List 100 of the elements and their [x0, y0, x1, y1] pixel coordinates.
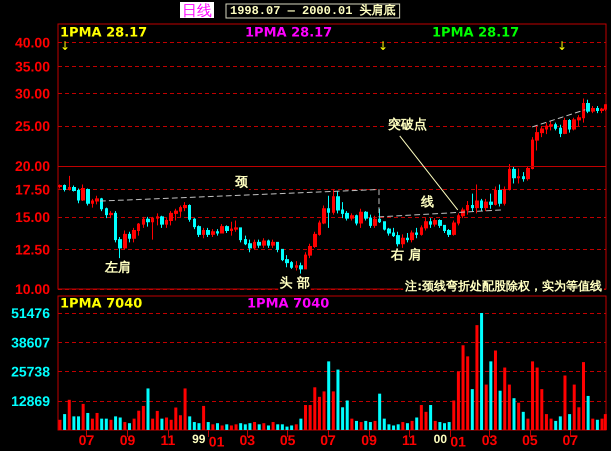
candlestick [586, 99, 590, 114]
candlestick [295, 260, 298, 271]
y-tick-label: 35.00 [14, 58, 50, 74]
candlestick [336, 191, 340, 214]
x-tick-label: 09 [120, 432, 136, 448]
annotation: 1PMA 7040 [60, 296, 142, 312]
candlestick [359, 208, 363, 228]
bar [563, 375, 566, 430]
candlestick [471, 193, 474, 212]
bar [123, 422, 126, 430]
candlestick [596, 105, 599, 114]
candlestick [160, 215, 164, 228]
candlestick [188, 204, 191, 222]
candlestick [327, 195, 330, 228]
x-tick-label: 07 [320, 432, 336, 448]
candlestick [554, 122, 557, 131]
candlestick [591, 105, 595, 114]
candlestick [109, 210, 113, 219]
candlestick [522, 172, 525, 182]
y-tick-label: 25738 [11, 364, 50, 380]
bar [100, 418, 104, 430]
candlestick [410, 230, 414, 243]
candlestick [86, 188, 90, 206]
candlestick [517, 168, 520, 184]
candlestick [95, 195, 99, 205]
y-tick-label: 25.00 [14, 118, 50, 134]
x-tick-label: 09 [361, 432, 378, 448]
bar [253, 422, 256, 430]
candlestick [406, 232, 409, 243]
annotation: 突破点 [387, 116, 428, 132]
candlestick [202, 227, 205, 239]
candlestick [494, 186, 497, 206]
y-tick-label: 30.00 [14, 86, 50, 102]
candlestick [475, 184, 479, 214]
x-tick-label: 00 01 [434, 432, 466, 450]
bar [596, 420, 599, 430]
y-tick-label: 40.00 [14, 34, 50, 51]
y-tick-label: 51476 [11, 305, 50, 322]
candlestick [355, 214, 358, 226]
chart-title: 1998.07 — 2000.01 头肩底 [230, 3, 396, 18]
bar [211, 424, 214, 430]
candlestick [211, 228, 215, 238]
candlestick [253, 239, 256, 250]
bar [572, 384, 576, 430]
bar [266, 425, 270, 430]
candlestick [58, 184, 62, 189]
bar [374, 420, 377, 430]
candlestick [68, 175, 71, 192]
bar [82, 404, 85, 430]
candlestick [225, 224, 229, 234]
candlestick [100, 197, 103, 212]
bar [304, 405, 308, 430]
bar [109, 420, 112, 430]
bar [498, 390, 502, 430]
bar [475, 325, 478, 430]
y-tick-label: 20.00 [14, 158, 50, 174]
bar [197, 423, 200, 430]
candlestick [503, 186, 506, 206]
bar [470, 389, 474, 430]
candlestick [549, 120, 553, 131]
bar [165, 418, 168, 430]
bar [401, 422, 404, 430]
bar [299, 418, 302, 430]
y-tick-label: 12.50 [14, 241, 50, 258]
bar [586, 396, 590, 430]
bar [58, 420, 62, 430]
bar [104, 418, 108, 430]
candlestick [142, 216, 145, 228]
candlestick [563, 117, 567, 135]
annotation: ↓ [60, 39, 70, 53]
candlestick [498, 184, 502, 208]
candlestick [220, 224, 224, 234]
candlestick [248, 239, 252, 253]
bar [489, 361, 492, 430]
bar [294, 424, 298, 430]
annotation: 1PMA 28.17 [245, 26, 332, 40]
bar [128, 423, 131, 430]
candlestick [433, 218, 437, 228]
candlestick [415, 227, 418, 239]
bar [517, 402, 520, 430]
annotation: 1PMA 28.17 [60, 26, 148, 40]
candlestick [484, 198, 488, 212]
x-tick-label: 11 [402, 432, 418, 448]
candlestick [447, 228, 451, 238]
bar [484, 384, 488, 430]
annotation: 颈 [234, 175, 249, 190]
bar [258, 424, 261, 430]
bar [429, 405, 432, 430]
x-tick-label: 07 [562, 432, 578, 448]
annotation: 1PMA 28.17 [432, 26, 520, 40]
candlestick [63, 184, 66, 192]
bar [220, 425, 224, 430]
candlestick [480, 198, 483, 212]
bar [604, 414, 607, 430]
bar [86, 412, 90, 430]
candlestick [262, 238, 266, 248]
bar [206, 422, 210, 430]
bar [262, 423, 266, 430]
bar [415, 418, 418, 430]
annotation: 注:颈线弯折处配股除权，实为等值线 [404, 279, 602, 293]
